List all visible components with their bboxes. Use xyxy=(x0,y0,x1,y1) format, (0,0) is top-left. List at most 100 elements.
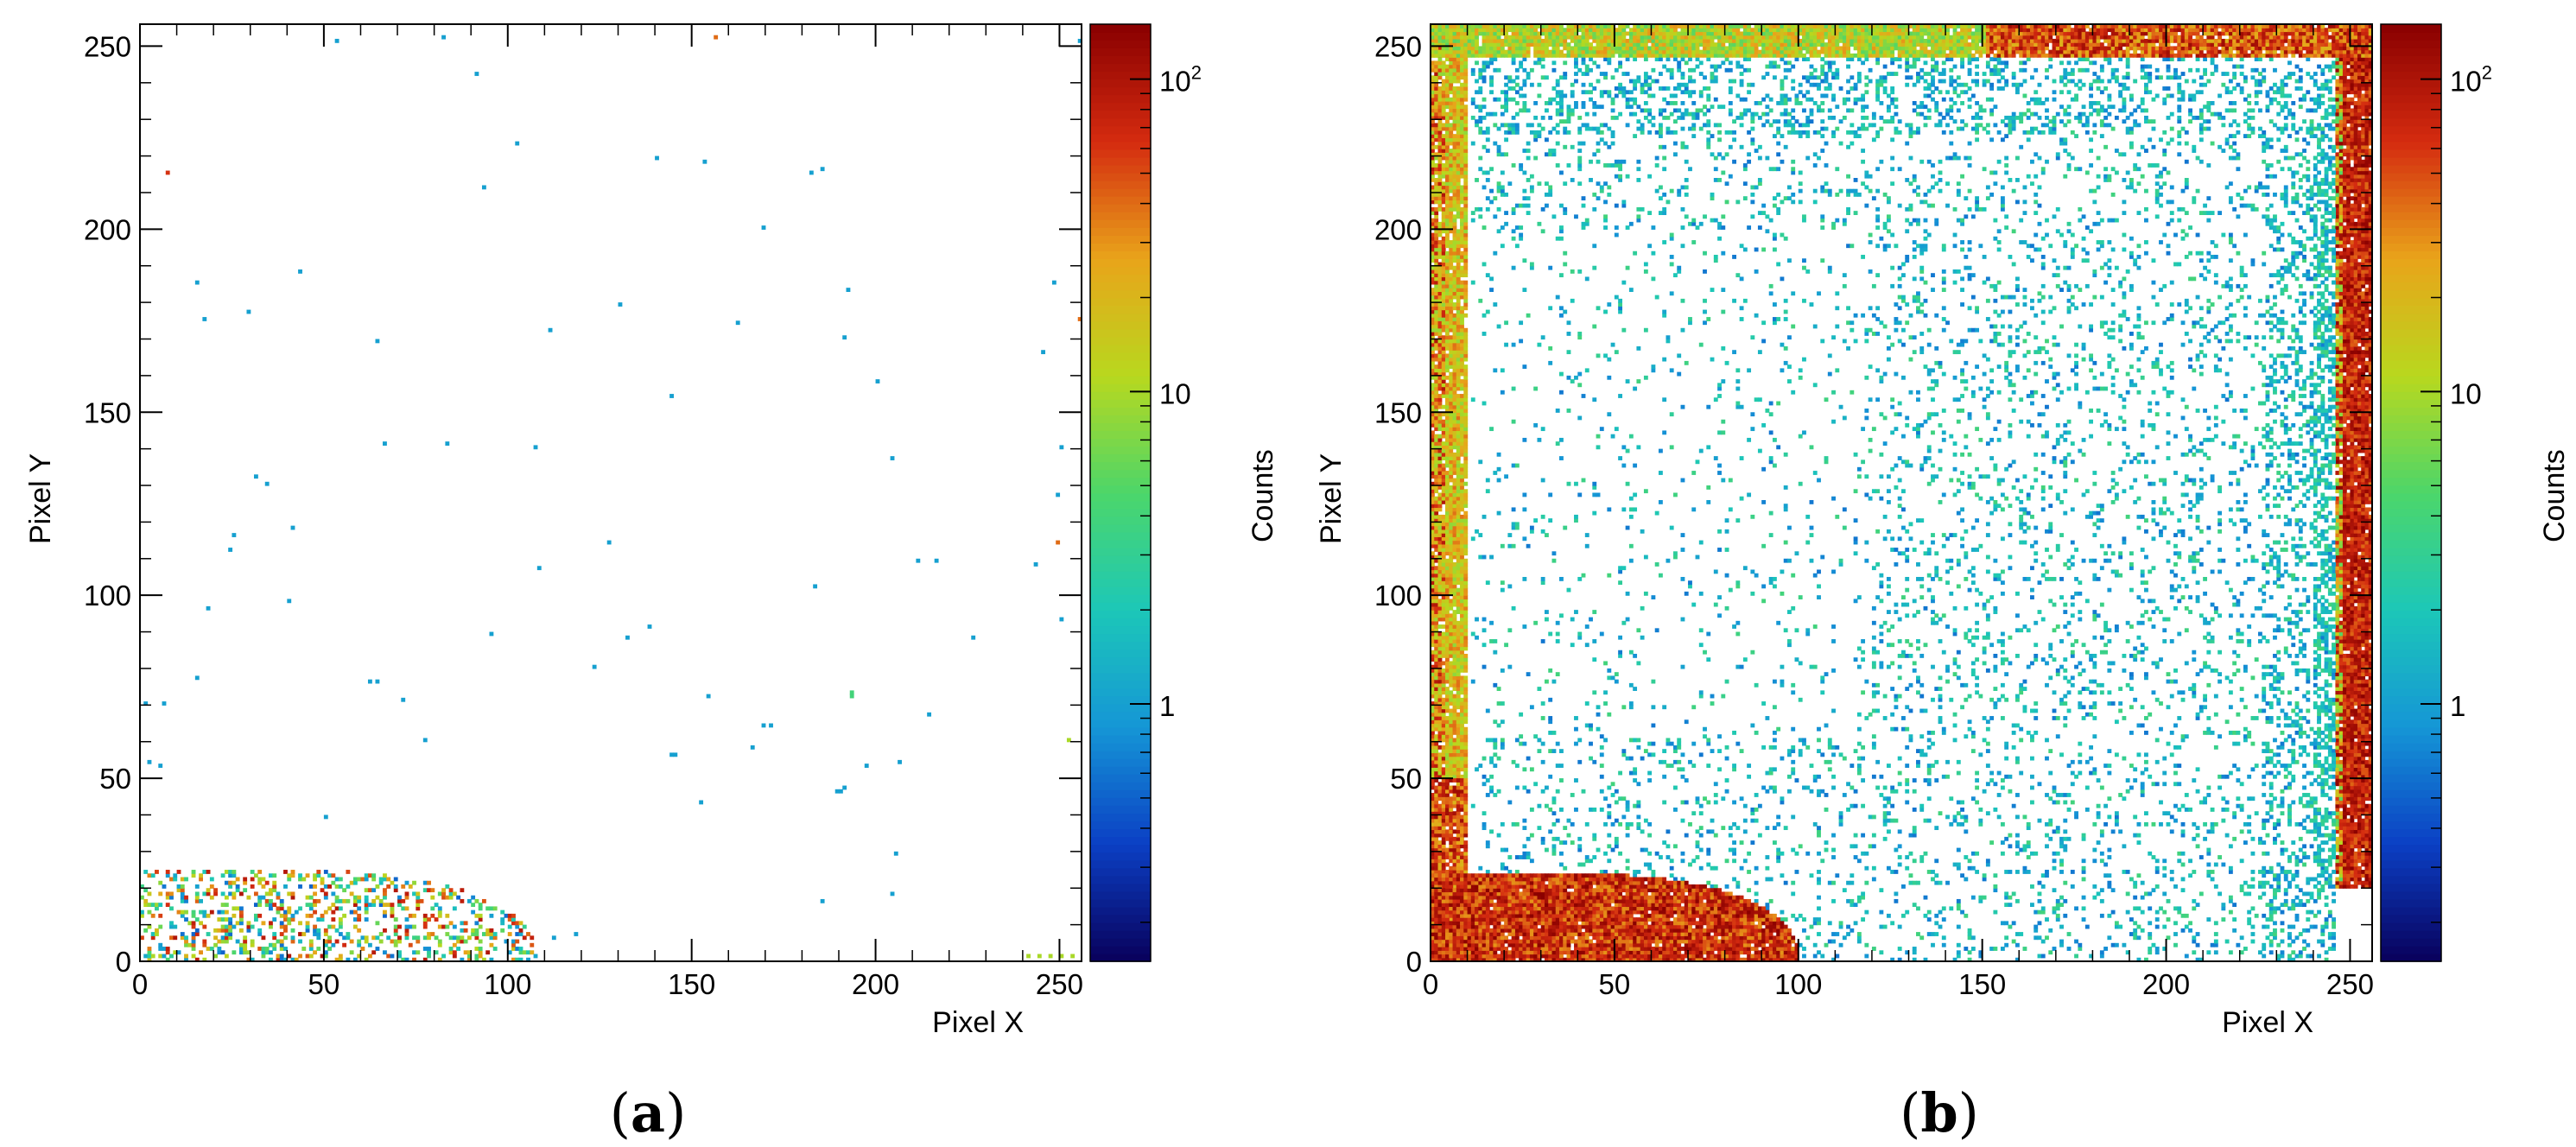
heatmap-cell xyxy=(360,947,365,951)
heatmap-cell xyxy=(474,928,479,933)
heatmap-cell xyxy=(1802,738,1806,743)
heatmap-cell xyxy=(1780,569,1785,574)
heatmap-cell xyxy=(1897,957,1902,962)
heatmap-cell xyxy=(386,877,391,882)
heatmap-cell xyxy=(1923,247,1928,252)
heatmap-cell xyxy=(1975,851,1980,856)
heatmap-cell xyxy=(1853,789,1858,794)
heatmap-cell xyxy=(463,950,468,955)
heatmap-cell xyxy=(1522,93,1527,98)
heatmap-cell xyxy=(264,950,270,955)
colorbar-segment xyxy=(1090,195,1151,205)
heatmap-cell xyxy=(1698,803,1704,808)
heatmap-cell xyxy=(1941,371,1946,377)
heatmap-cell xyxy=(371,935,377,941)
heatmap-cell xyxy=(1787,123,1792,128)
heatmap-cell xyxy=(1596,445,1601,450)
heatmap-cell xyxy=(1970,661,1976,666)
heatmap-cell xyxy=(1750,119,1755,124)
heatmap-cell xyxy=(2019,115,2024,120)
heatmap-cell xyxy=(1897,119,1902,124)
heatmap-cell xyxy=(1882,536,1888,542)
heatmap-cell xyxy=(1772,789,1777,794)
heatmap-cell xyxy=(1886,499,1891,504)
heatmap-cell xyxy=(1574,57,1578,61)
heatmap-cell xyxy=(1964,339,1969,344)
heatmap-cell xyxy=(1970,895,1976,900)
heatmap-cell xyxy=(1765,229,1770,234)
colorbar-segment xyxy=(1090,485,1151,494)
heatmap-cell xyxy=(1732,767,1736,772)
heatmap-cell xyxy=(1791,64,1796,69)
y-tick-label: 200 xyxy=(84,213,131,245)
heatmap-cell xyxy=(1817,880,1821,885)
heatmap-cell xyxy=(1500,543,1505,548)
heatmap-cell xyxy=(224,870,229,874)
heatmap-cell xyxy=(1931,82,1935,87)
heatmap-cell xyxy=(2034,924,2039,929)
heatmap-cell xyxy=(1555,409,1560,413)
heatmap-cell xyxy=(228,880,233,885)
heatmap-cell xyxy=(1941,280,1946,285)
heatmap-cell xyxy=(1996,437,2002,442)
heatmap-cell xyxy=(1669,72,1674,76)
colorbar-segment xyxy=(1090,929,1151,939)
heatmap-cell xyxy=(1886,244,1891,249)
heatmap-cell xyxy=(404,924,409,929)
heatmap-cell xyxy=(1747,67,1752,73)
heatmap-cell xyxy=(507,950,512,955)
heatmap-cell xyxy=(327,947,333,951)
heatmap-cell xyxy=(1475,767,1479,772)
heatmap-cell xyxy=(1522,188,1527,193)
heatmap-cell xyxy=(1945,664,1950,669)
heatmap-cell xyxy=(287,599,292,604)
heatmap-cell xyxy=(155,903,159,908)
heatmap-cell xyxy=(1975,364,1980,369)
heatmap-cell xyxy=(1791,573,1796,578)
heatmap-cell xyxy=(1846,57,1850,61)
heatmap-cell xyxy=(492,947,498,951)
x-tick-label: 100 xyxy=(484,968,531,1000)
heatmap-cell xyxy=(206,947,211,951)
heatmap-cell xyxy=(2022,111,2027,117)
heatmap-cell xyxy=(1599,807,1604,812)
heatmap-cell xyxy=(390,903,395,908)
heatmap-cell xyxy=(1610,141,1615,146)
heatmap-cell xyxy=(147,947,152,951)
heatmap-cell xyxy=(232,913,237,918)
heatmap-cell xyxy=(298,873,302,878)
heatmap-cell xyxy=(1879,101,1884,105)
heatmap-cell xyxy=(1507,123,1513,128)
heatmap-cell xyxy=(2045,870,2049,874)
heatmap-cell xyxy=(1820,188,1825,193)
heatmap-cell xyxy=(2040,471,2046,475)
heatmap-cell xyxy=(1780,664,1785,669)
heatmap-cell xyxy=(1820,72,1825,76)
heatmap-cell xyxy=(1507,97,1513,102)
heatmap-cell xyxy=(386,884,391,889)
heatmap-cell xyxy=(489,913,494,918)
heatmap-cell xyxy=(2034,313,2039,318)
heatmap-cell xyxy=(1916,759,1920,764)
heatmap-cell xyxy=(1879,639,1884,643)
heatmap-cell xyxy=(1519,855,1524,859)
heatmap-cell xyxy=(1905,764,1910,768)
heatmap-cell xyxy=(1960,126,1964,131)
heatmap-cell xyxy=(1780,342,1785,347)
heatmap-cell xyxy=(1879,474,1884,479)
heatmap-cell xyxy=(1703,105,1707,110)
heatmap-cell xyxy=(1916,185,1920,190)
heatmap-cell xyxy=(2030,244,2034,249)
heatmap-cell xyxy=(1548,697,1553,702)
heatmap-cell xyxy=(1916,126,1920,131)
heatmap-cell xyxy=(1952,466,1957,472)
heatmap-cell xyxy=(1478,865,1483,871)
heatmap-cell xyxy=(1599,105,1604,110)
heatmap-cell xyxy=(1894,898,1899,903)
heatmap-cell xyxy=(1897,504,1902,509)
heatmap-cell xyxy=(1886,643,1891,648)
heatmap-cell xyxy=(1890,803,1895,808)
heatmap-cell xyxy=(1485,206,1490,212)
heatmap-cell xyxy=(1603,57,1608,61)
heatmap-cell xyxy=(1710,884,1715,889)
